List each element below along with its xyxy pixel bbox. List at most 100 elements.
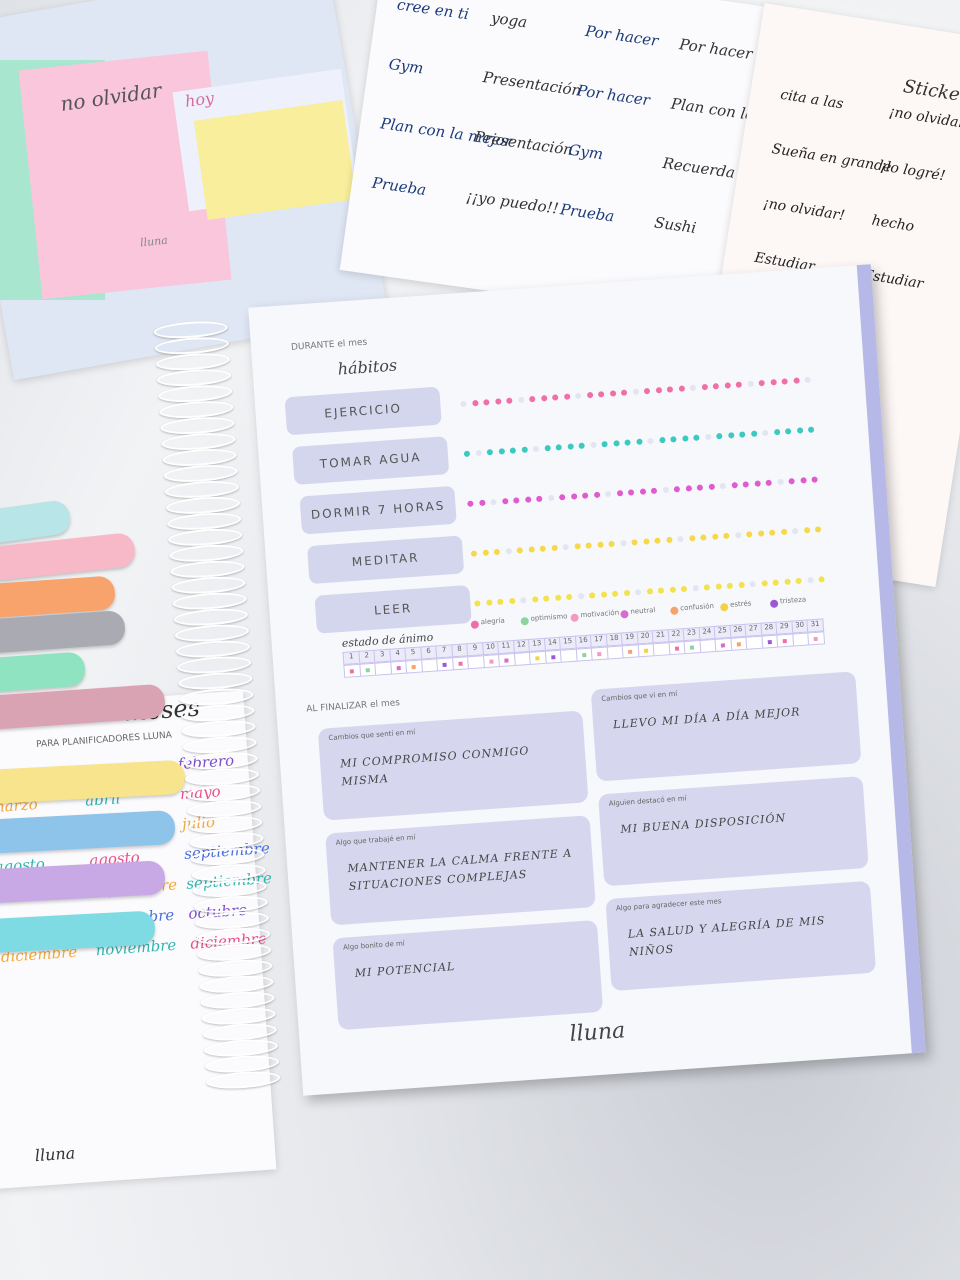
mood-mark <box>411 664 416 670</box>
box-text: MI COMPROMISO CONMIGO MISMA <box>339 744 530 789</box>
habit-dot <box>643 387 651 395</box>
mood-swatch <box>719 602 729 612</box>
habit-dot <box>585 542 592 549</box>
habit-dot <box>708 483 715 491</box>
sticker-text: Prueba <box>370 173 428 200</box>
mood-swatch <box>670 606 679 616</box>
stickers-title: Stickers <box>901 75 960 109</box>
sticker-text: yoga <box>490 8 529 32</box>
mood-mark <box>442 662 447 668</box>
habit-dot <box>760 580 768 587</box>
habit-dot <box>544 445 551 452</box>
habit-dot <box>552 394 559 401</box>
habit-dot <box>642 538 650 545</box>
habit-dot <box>689 384 697 392</box>
mood-swatch <box>570 613 579 622</box>
habit-dot <box>505 547 512 555</box>
habit-dot <box>596 541 604 548</box>
section-end: AL FINALIZAR el mes <box>306 698 401 715</box>
habit-dot <box>814 526 822 533</box>
habit-dot <box>555 444 562 451</box>
habit-dot <box>520 597 527 604</box>
mood-swatch <box>769 599 779 609</box>
sticker-text: cree en ti <box>395 0 471 24</box>
habit-dot <box>529 395 536 403</box>
habit-dot <box>666 386 674 393</box>
reflection-box: Algo bonito de mí MI POTENCIAL <box>332 919 604 1031</box>
reflection-box: Cambios que vi en mí LLEVO MI DÍA A DÍA M… <box>590 671 862 782</box>
habit-dot <box>565 593 573 601</box>
habit-dot <box>765 479 772 487</box>
habit-dot <box>776 478 784 486</box>
mood-mark <box>457 661 463 666</box>
habit-dot <box>799 477 807 484</box>
habit-dot <box>670 436 677 443</box>
mood-label: neutral <box>630 606 656 616</box>
pen <box>0 609 127 655</box>
habit-dot <box>554 594 561 602</box>
mood-label: optimismo <box>530 612 568 623</box>
sticker-text: Gym <box>567 140 605 164</box>
habit-dot <box>588 592 596 599</box>
habit-dot <box>528 546 535 553</box>
habit-dot <box>688 535 696 542</box>
mood-label: estrés <box>729 599 752 609</box>
habit-dot <box>486 449 494 456</box>
habit-dot <box>646 588 653 595</box>
sticker-text: ¡no olvidar! <box>762 195 846 225</box>
sticker-text: Por hacer <box>678 35 754 64</box>
habit-dot <box>780 528 787 536</box>
habit-dot <box>724 382 731 389</box>
mood-mark <box>504 658 509 663</box>
sticker-text: Recuerda <box>661 153 737 182</box>
habit-dot <box>818 576 825 583</box>
habit-dot <box>806 576 814 584</box>
habit-dot <box>478 499 486 507</box>
mood-label: tristeza <box>779 595 807 606</box>
habit-dot <box>600 591 607 598</box>
mood-mark <box>535 656 540 661</box>
habit-dot <box>540 395 547 402</box>
habit-dot <box>601 440 608 448</box>
habit-dot <box>581 492 589 499</box>
habit-dot <box>788 478 795 485</box>
habit-dot <box>655 387 662 394</box>
box-label: Cambios que sentí en mí <box>328 728 416 743</box>
habit-dot <box>490 498 497 506</box>
notepad-note: hoy <box>183 88 216 111</box>
reflection-box: Cambios que sentí en mí MI COMPROMISO CON… <box>317 710 589 821</box>
habit-dot <box>769 379 777 386</box>
habit-dot <box>531 596 538 603</box>
habit-dot <box>597 391 605 398</box>
box-label: Algo que trabajé en mí <box>335 833 416 847</box>
habit-dot <box>657 587 665 594</box>
habit-dot <box>578 442 585 450</box>
habit-dot <box>700 534 707 541</box>
habit-dot <box>631 539 638 546</box>
sticker-text: hecho <box>870 212 916 236</box>
habit-dot <box>685 485 692 492</box>
habit-dot <box>586 391 593 399</box>
habit-dot <box>696 484 704 491</box>
habit-dot <box>731 482 738 489</box>
box-text: MI BUENA DISPOSICIÓN <box>620 811 787 837</box>
habit-dot <box>551 544 558 552</box>
sticker-text: Por hacer <box>584 21 660 50</box>
habit-dot <box>611 590 619 598</box>
habit-dot <box>658 436 666 444</box>
habit-dot <box>742 481 749 488</box>
habit-dot <box>463 450 471 458</box>
habit-dot <box>574 392 582 400</box>
habit-dot <box>784 428 792 435</box>
box-label: Alguien destacó en mí <box>608 794 687 808</box>
habit-dot <box>727 432 734 439</box>
months-brand: lluna <box>34 1143 76 1166</box>
habit-dot <box>757 530 764 537</box>
habit-dot <box>701 383 708 391</box>
habit-dot <box>647 437 654 445</box>
mood-mark <box>488 659 494 664</box>
habit-dot <box>577 593 584 600</box>
habit-dot <box>680 585 688 593</box>
mood-mark <box>550 655 555 660</box>
habit-dot <box>521 446 528 454</box>
